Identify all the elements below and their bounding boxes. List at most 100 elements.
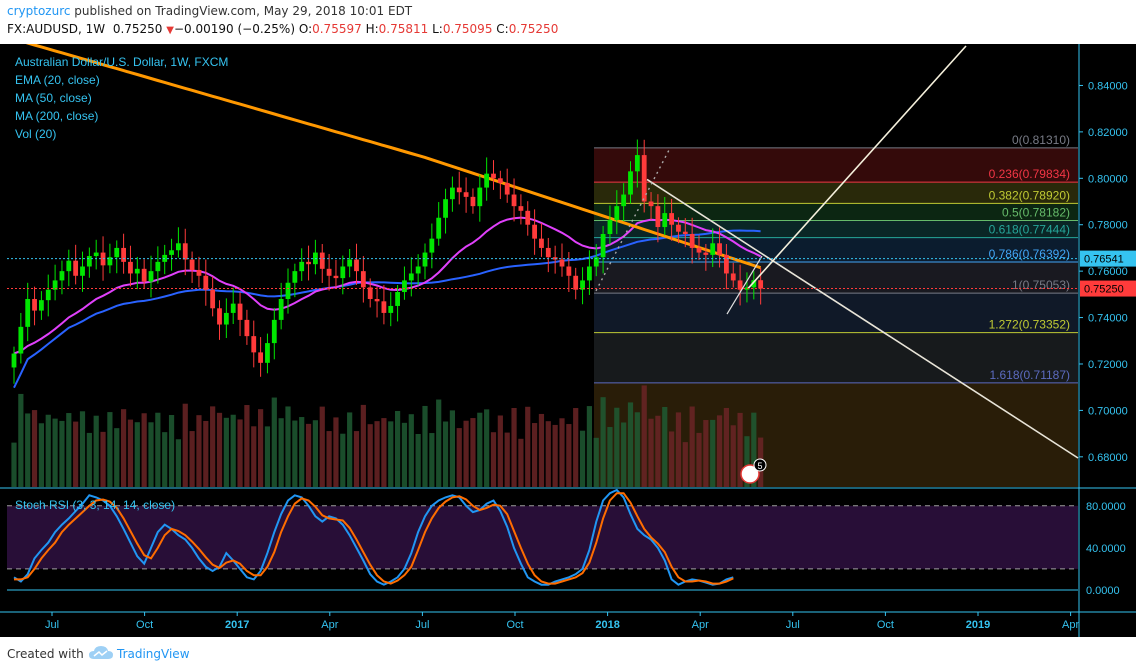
candle-body bbox=[52, 280, 58, 290]
candle-body bbox=[477, 187, 483, 207]
volume-bar bbox=[586, 406, 592, 487]
candle-body bbox=[347, 259, 353, 267]
legend-volume[interactable]: Vol (20) bbox=[15, 127, 57, 141]
price-axis-tick: 0.78000 bbox=[1088, 220, 1128, 232]
created-with-label: Created with bbox=[7, 647, 84, 661]
tradingview-brand-link[interactable]: TradingView bbox=[117, 647, 190, 661]
time-axis-tick: 2019 bbox=[966, 619, 990, 631]
volume-bar bbox=[607, 427, 613, 487]
candle-body bbox=[189, 259, 195, 270]
volume-bar bbox=[305, 423, 312, 487]
fibonacci-retracement[interactable]: 0(0.81310) 0.236(0.79834) 0.382(0.78920) 0.… bbox=[594, 133, 1078, 487]
candle-body bbox=[655, 206, 661, 228]
volume-bar bbox=[395, 410, 401, 487]
volume-bar bbox=[696, 432, 702, 487]
time-axis-tick: Oct bbox=[506, 619, 523, 631]
volume-bar bbox=[93, 415, 99, 487]
volume-bar bbox=[497, 415, 503, 487]
fib-level-label: 0.618(0.77444) bbox=[989, 223, 1070, 237]
legend-ma50[interactable]: MA (50, close) bbox=[15, 91, 92, 105]
legend-ma200[interactable]: MA (200, close) bbox=[15, 109, 99, 123]
volume-bar bbox=[436, 399, 442, 487]
stoch-rsi-title[interactable]: Stoch RSI (3, 3, 14, 14, close) bbox=[15, 498, 176, 512]
volume-bar bbox=[25, 413, 31, 487]
candle-body bbox=[59, 271, 65, 281]
volume-bar bbox=[114, 428, 120, 487]
volume-bar bbox=[559, 418, 565, 487]
ohlc-line: FX:AUDUSD, 1W 0.75250 ▼−0.00190 (−0.25%)… bbox=[7, 22, 558, 36]
candle-body bbox=[203, 275, 209, 290]
price-change: −0.00190 (−0.25%) bbox=[173, 22, 295, 36]
candle-body bbox=[292, 271, 298, 283]
volume-bar bbox=[223, 417, 229, 487]
volume-bar bbox=[648, 418, 654, 487]
close-value: 0.75250 bbox=[508, 22, 559, 36]
volume-bar bbox=[18, 393, 24, 487]
volume-bar bbox=[100, 431, 106, 487]
price-axis-tick: 0.76000 bbox=[1088, 266, 1128, 278]
candle-body bbox=[730, 273, 736, 281]
fib-zone bbox=[594, 203, 1078, 221]
volume-bar bbox=[682, 442, 688, 487]
candle-body bbox=[463, 192, 469, 197]
rsi-axis-tick: 80.0000 bbox=[1086, 501, 1126, 513]
price-marker-badge bbox=[1080, 280, 1136, 297]
candle-body bbox=[436, 217, 442, 239]
candle-body bbox=[511, 194, 517, 207]
rsi-band-fill bbox=[7, 505, 1078, 569]
candle-body bbox=[244, 319, 250, 337]
candle-body bbox=[45, 289, 51, 301]
volume-bar bbox=[538, 413, 545, 487]
volume-bar bbox=[552, 424, 558, 487]
volume-bar bbox=[237, 419, 243, 487]
candle-body bbox=[758, 280, 764, 289]
time-axis-tick: Jul bbox=[786, 619, 800, 631]
candle-body bbox=[121, 247, 126, 262]
time-axis-tick: Oct bbox=[877, 619, 894, 631]
candle-body bbox=[32, 298, 37, 311]
candle-body bbox=[669, 213, 674, 225]
close-label: C: bbox=[496, 22, 509, 36]
volume-bar bbox=[168, 415, 175, 487]
ma200-line bbox=[25, 44, 762, 270]
candle-body bbox=[155, 261, 161, 272]
candle-body bbox=[18, 326, 24, 354]
volume-bar bbox=[121, 409, 127, 487]
volume-bar bbox=[299, 417, 305, 487]
price-axis-tick: 0.80000 bbox=[1088, 173, 1128, 185]
trendlines[interactable]: 5 bbox=[7, 45, 1079, 484]
rsi-axis-tick: 0.0000 bbox=[1086, 585, 1120, 597]
candle-body bbox=[614, 206, 620, 221]
candle-body bbox=[148, 271, 154, 282]
author-link[interactable]: cryptozurc bbox=[7, 4, 71, 18]
candle-body bbox=[128, 261, 133, 274]
candle-body bbox=[66, 260, 72, 272]
volume-bar bbox=[264, 426, 271, 487]
tradingview-cloud-icon[interactable] bbox=[88, 645, 114, 661]
chart-canvas[interactable]: 0(0.81310)0.236(0.79834)0.382(0.78920)0.… bbox=[0, 44, 1136, 637]
last-price: 0.75250 bbox=[112, 22, 163, 36]
candle-body bbox=[422, 252, 428, 267]
volume-bar bbox=[442, 421, 449, 487]
earnings-event-icon bbox=[740, 464, 760, 484]
time-axis-tick: Apr bbox=[1062, 619, 1079, 631]
axes: 0.76541 0.75250 80.0000 40.0000 0.0000 0.8400… bbox=[0, 44, 1136, 637]
price-axis-tick: 0.68000 bbox=[1088, 452, 1128, 464]
fib-level-label: 1.618(0.71187) bbox=[989, 368, 1070, 382]
candle-body bbox=[566, 266, 572, 276]
volume-bar bbox=[66, 413, 72, 487]
candle-body bbox=[491, 173, 496, 179]
volume-bar bbox=[573, 408, 579, 487]
volume-bar bbox=[292, 420, 298, 487]
rsi-axis-tick: 40.0000 bbox=[1086, 543, 1126, 555]
legend-ema20[interactable]: EMA (20, close) bbox=[15, 73, 100, 87]
candle-body bbox=[39, 300, 44, 311]
fib-zone bbox=[594, 332, 1078, 383]
time-axis-tick: Jul bbox=[45, 619, 59, 631]
footer: Created with TradingView bbox=[0, 637, 1136, 671]
candle-body bbox=[265, 343, 270, 363]
candle-body bbox=[134, 268, 140, 274]
candle-body bbox=[11, 353, 17, 368]
volume-bar bbox=[162, 432, 168, 487]
volume-bar bbox=[11, 442, 17, 487]
